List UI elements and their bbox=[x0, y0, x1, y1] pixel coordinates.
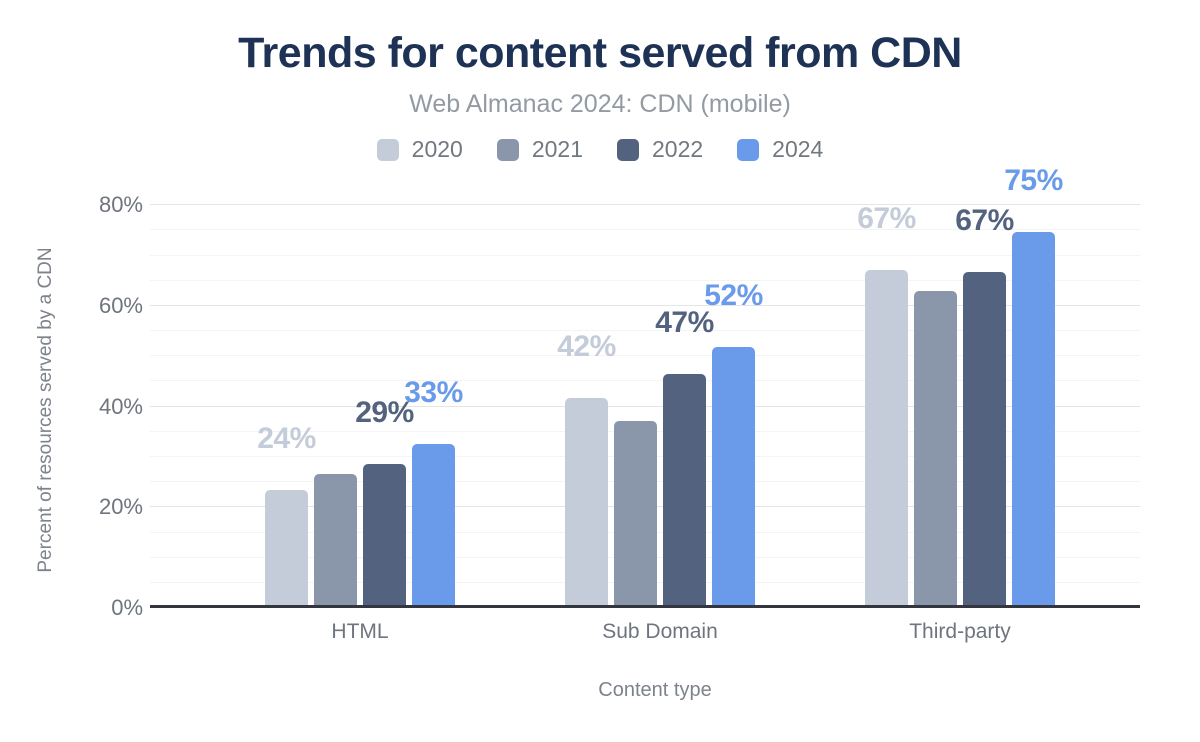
y-tick-label: 40% bbox=[98, 393, 143, 419]
legend-swatch-2021 bbox=[496, 138, 519, 161]
bar-group-html bbox=[265, 444, 455, 608]
chart-header: Trends for content served from CDN Web A… bbox=[0, 0, 1200, 163]
x-category-label: HTML bbox=[331, 620, 389, 643]
legend-label: 2020 bbox=[411, 136, 463, 163]
minor-gridline bbox=[150, 330, 1140, 332]
legend-label: 2021 bbox=[531, 136, 583, 163]
legend-swatch-2024 bbox=[737, 138, 760, 161]
x-axis-title: Content type bbox=[598, 679, 712, 701]
legend-item-2020: 2020 bbox=[376, 136, 463, 163]
minor-gridline bbox=[150, 254, 1140, 256]
bar-third-party-2020 bbox=[865, 269, 908, 608]
chart-subtitle: Web Almanac 2024: CDN (mobile) bbox=[409, 90, 791, 119]
minor-gridline bbox=[150, 355, 1140, 357]
minor-gridline bbox=[150, 380, 1140, 382]
major-gridline bbox=[150, 405, 1140, 407]
bar-third-party-2024 bbox=[1012, 231, 1055, 608]
bar-html-2022 bbox=[363, 464, 406, 608]
bar-value-label: 52% bbox=[704, 278, 763, 312]
x-category-label: Sub Domain bbox=[602, 620, 718, 643]
x-category-label: Third-party bbox=[909, 620, 1011, 643]
major-gridline bbox=[150, 304, 1140, 306]
bar-third-party-2021 bbox=[914, 291, 957, 608]
bar-value-label: 67% bbox=[857, 201, 916, 235]
bar-value-label: 29% bbox=[355, 396, 414, 430]
bar-value-label: 33% bbox=[404, 376, 463, 410]
legend-label: 2022 bbox=[652, 136, 704, 163]
legend-item-2024: 2024 bbox=[737, 136, 823, 163]
bar-group-sub-domain bbox=[565, 346, 755, 608]
bar-sub-domain-2022 bbox=[663, 374, 706, 608]
y-tick-label: 80% bbox=[98, 192, 143, 218]
bar-sub-domain-2020 bbox=[565, 398, 608, 608]
bar-value-label: 24% bbox=[257, 421, 316, 455]
bar-value-label: 67% bbox=[955, 203, 1014, 237]
plot-area: 24% 29% 33% 42% 47% 52% 67% 67% 75% bbox=[150, 165, 1140, 608]
bar-html-2021 bbox=[314, 473, 357, 608]
bar-html-2020 bbox=[265, 489, 308, 608]
bar-value-label: 42% bbox=[557, 330, 616, 364]
bar-sub-domain-2024 bbox=[712, 346, 755, 608]
bar-sub-domain-2021 bbox=[614, 420, 657, 608]
legend: 2020 2021 2022 2024 bbox=[0, 136, 1200, 163]
x-axis-line bbox=[150, 605, 1140, 608]
minor-gridline bbox=[150, 229, 1140, 231]
y-tick-label: 0% bbox=[111, 595, 143, 620]
legend-item-2021: 2021 bbox=[496, 136, 583, 163]
bar-html-2024 bbox=[412, 444, 455, 608]
bar-value-label: 75% bbox=[1004, 163, 1063, 197]
bar-value-label: 47% bbox=[655, 306, 714, 340]
legend-item-2022: 2022 bbox=[617, 136, 703, 163]
major-gridline bbox=[150, 204, 1140, 206]
legend-swatch-2020 bbox=[376, 138, 399, 161]
legend-label: 2024 bbox=[772, 136, 824, 163]
minor-gridline bbox=[150, 279, 1140, 281]
chart-title: Trends for content served from CDN bbox=[238, 29, 962, 77]
y-tick-label: 60% bbox=[98, 292, 143, 318]
y-tick-label: 20% bbox=[98, 494, 143, 520]
bar-group-third-party bbox=[865, 231, 1055, 608]
bar-third-party-2022 bbox=[963, 271, 1006, 608]
legend-swatch-2022 bbox=[617, 138, 639, 161]
